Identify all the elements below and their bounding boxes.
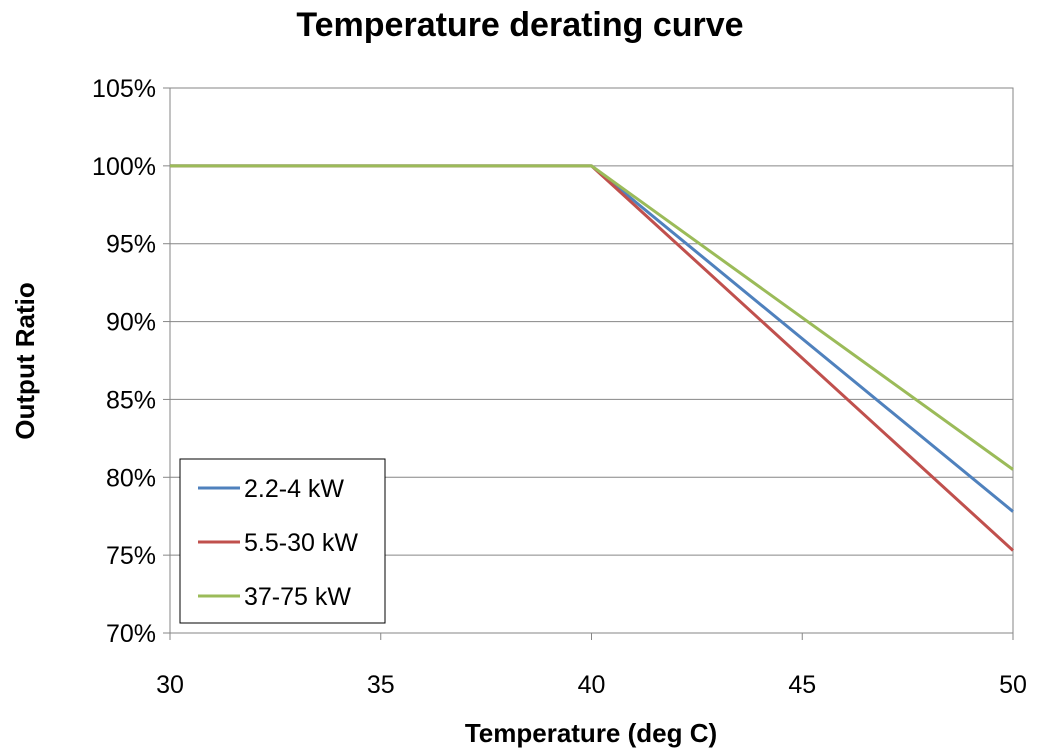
y-tick-label: 75% [106,542,156,570]
series-lines [170,164,1015,552]
y-axis-ticks: 70% 75% 80% 85% 90% 95% 100% 105% [92,75,170,648]
x-tick-label: 30 [156,671,184,699]
y-tick-label: 70% [106,620,156,648]
x-axis-ticks: 30 35 40 45 50 [156,633,1027,699]
legend-label: 2.2-4 kW [244,475,344,503]
y-tick-label: 90% [106,309,156,337]
x-tick-label: 50 [999,671,1027,699]
y-tick-label: 105% [92,75,156,103]
y-tick-label: 80% [106,464,156,492]
x-axis-title: Temperature (deg C) [465,718,717,748]
series-line-3 [170,164,1014,471]
y-tick-label: 85% [106,386,156,414]
y-tick-label: 95% [106,231,156,259]
x-tick-label: 45 [788,671,816,699]
y-axis-title: Output Ratio [10,282,40,439]
legend-label: 37-75 kW [244,583,351,611]
x-tick-label: 35 [367,671,395,699]
chart-title: Temperature derating curve [296,6,743,44]
x-tick-label: 40 [578,671,606,699]
legend-label: 5.5-30 kW [244,529,358,557]
legend: 2.2-4 kW 5.5-30 kW 37-75 kW [179,458,386,624]
y-tick-label: 100% [92,153,156,181]
